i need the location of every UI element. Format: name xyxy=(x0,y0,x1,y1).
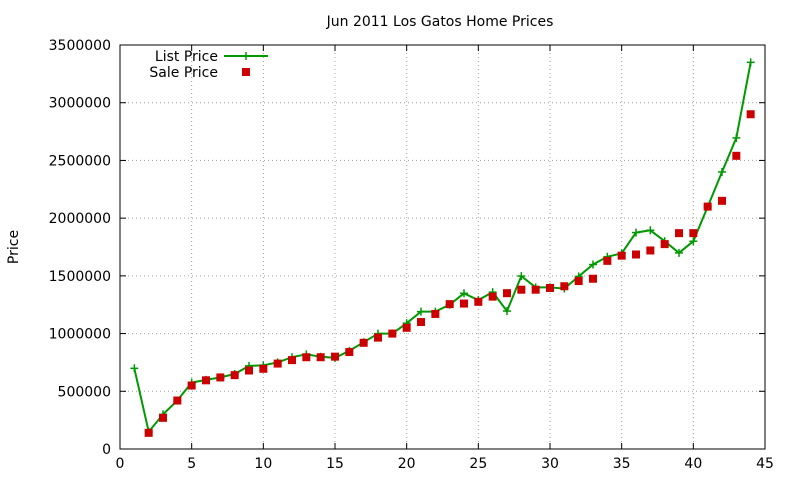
sale-price-point xyxy=(230,371,239,380)
sale-price-point xyxy=(646,246,655,255)
x-tick-labels: 0 5 10 15 20 25 30 35 40 45 xyxy=(116,456,774,472)
sale-price-point xyxy=(503,289,511,298)
sale-price-point xyxy=(216,373,225,382)
sale-price-point xyxy=(474,297,483,306)
x-tick-label: 25 xyxy=(469,456,487,472)
legend: List Price Sale Price xyxy=(149,49,268,81)
x-tick-label: 30 xyxy=(541,456,559,472)
sale-price-point xyxy=(431,309,440,318)
sale-price-point xyxy=(718,196,726,205)
sale-price-point xyxy=(359,338,368,347)
y-tick-label: 2000000 xyxy=(49,211,111,227)
legend-sample-sale-price xyxy=(242,68,250,76)
x-tick-label: 45 xyxy=(756,456,774,472)
y-tick-label: 3000000 xyxy=(49,96,111,112)
sale-price-point xyxy=(288,356,296,365)
sale-price-point xyxy=(746,110,755,119)
list-price-point xyxy=(417,307,425,316)
legend-plus-marker xyxy=(242,52,250,60)
x-tick-label: 20 xyxy=(398,456,416,472)
y-tick-label: 500000 xyxy=(58,384,111,400)
sale-price-point xyxy=(460,299,468,308)
x-tick-label: 40 xyxy=(684,456,702,472)
sale-price-point xyxy=(273,359,282,368)
sale-price-point xyxy=(488,292,497,301)
legend-square-marker xyxy=(242,68,250,76)
sale-price-point xyxy=(417,318,425,327)
legend-label-sale-price: Sale Price xyxy=(149,65,218,81)
sale-price-point xyxy=(302,353,311,362)
sale-price-point xyxy=(159,413,167,422)
list-price-point xyxy=(632,228,640,237)
sale-price-point xyxy=(316,353,325,362)
y-tick-label: 0 xyxy=(102,442,111,458)
sale-price-point xyxy=(331,352,339,361)
sale-price-point xyxy=(589,274,597,283)
list-price-point xyxy=(675,248,683,257)
sale-price-point xyxy=(187,381,196,390)
sale-price-point xyxy=(517,285,526,294)
y-tick-label: 3500000 xyxy=(49,38,111,54)
sale-price-point xyxy=(703,202,712,211)
y-tick-labels: 0 500000 1000000 1500000 2000000 2500000 30000… xyxy=(49,38,111,458)
sale-price-point xyxy=(574,277,583,286)
list-price-line xyxy=(133,62,752,434)
sale-price-point xyxy=(388,329,397,338)
legend-sample-list-price xyxy=(224,52,268,60)
list-price-point xyxy=(732,133,741,142)
x-tick-label: 35 xyxy=(613,456,631,472)
tick-layer xyxy=(119,44,766,450)
sale-price-point xyxy=(689,229,698,238)
sale-price-point xyxy=(546,283,554,292)
sale-price-point xyxy=(345,348,354,357)
sale-price-point xyxy=(374,333,382,342)
sale-price-point xyxy=(675,229,683,238)
sale-price-point xyxy=(245,366,253,375)
list-price-point xyxy=(517,272,526,281)
sale-price-point xyxy=(402,323,411,332)
sale-price-point xyxy=(445,300,454,309)
series-layer xyxy=(130,58,755,437)
chart-title: Jun 2011 Los Gatos Home Prices xyxy=(326,14,554,30)
y-tick-label: 1000000 xyxy=(49,327,111,343)
list-price-point xyxy=(460,289,468,298)
sale-price-point xyxy=(603,256,612,265)
list-price-point xyxy=(503,307,511,316)
x-tick-label: 0 xyxy=(116,456,125,472)
sale-price-point xyxy=(144,428,153,437)
x-tick-label: 10 xyxy=(254,456,272,472)
list-price-point xyxy=(646,226,655,235)
list-price-point xyxy=(689,237,698,246)
sale-price-point xyxy=(531,285,540,294)
sale-price-point xyxy=(173,396,182,405)
list-price-point xyxy=(746,58,755,67)
y-tick-label: 2500000 xyxy=(49,153,111,169)
list-price-point xyxy=(718,167,726,176)
x-tick-label: 15 xyxy=(326,456,344,472)
sale-price-point xyxy=(632,250,640,259)
sale-price-point xyxy=(617,251,626,260)
list-price-point xyxy=(589,260,597,269)
x-tick-label: 5 xyxy=(187,456,196,472)
list-price-point xyxy=(130,364,139,373)
legend-label-list-price: List Price xyxy=(155,49,218,65)
sale-price-point xyxy=(202,376,210,385)
sale-price-point xyxy=(259,364,268,373)
sale-price-point xyxy=(660,240,669,249)
y-axis-label: Price xyxy=(6,230,22,264)
plot-frame xyxy=(119,44,766,450)
y-tick-label: 1500000 xyxy=(49,269,111,285)
sale-price-point xyxy=(732,151,741,160)
sale-price-point xyxy=(560,282,569,291)
